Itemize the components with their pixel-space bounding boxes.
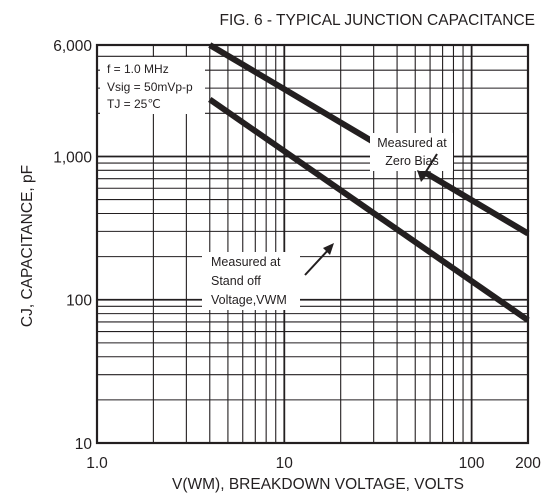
series-lines [208,42,530,323]
x-axis-label: V(WM), BREAKDOWN VOLTAGE, VOLTS [172,476,464,493]
x-tick-labels: 1.0 10 100 200 [86,455,541,472]
annotation-stand-off: Measured at Stand off Voltage,VWM [202,243,334,310]
chart-title: FIG. 6 - TYPICAL JUNCTION CAPACITANCE [220,12,536,29]
annotation-stand-off-arrowhead [323,243,334,255]
annotation-zero-bias-line-2: Zero Bias [385,154,439,168]
conditions-box: f = 1.0 MHz Vsig = 50mVp-p TJ = 25℃ [100,57,205,114]
annotation-stand-off-line-2: Stand off [211,274,261,288]
plot-frame [95,43,530,445]
y-axis-label: CJ, CAPACITANCE, pF [19,165,36,327]
y-tick-label: 6,000 [53,38,92,55]
annotation-stand-off-arrow [304,247,331,276]
condition-signal: Vsig = 50mVp-p [107,80,193,94]
x-tick-label: 10 [276,455,294,472]
annotation-stand-off-background [202,252,300,310]
series-line-stand-off-voltage [208,97,530,323]
y-tick-labels: 10 100 1,000 6,000 [53,38,92,453]
series-line-zero-bias [208,42,530,237]
annotation-zero-bias-background [370,133,453,171]
y-tick-label: 10 [75,436,93,453]
condition-frequency: f = 1.0 MHz [107,62,169,76]
annotation-zero-bias: Measured at Zero Bias [370,133,453,182]
annotation-stand-off-line-3: Voltage,VWM [211,293,287,307]
x-tick-label: 1.0 [86,455,108,472]
condition-temperature: TJ = 25℃ [107,97,161,111]
x-tick-label: 100 [459,455,485,472]
annotation-zero-bias-line-1: Measured at [377,136,447,150]
conditions-box-background [100,57,205,114]
annotation-zero-bias-arrowhead [417,170,428,182]
y-tick-label: 100 [66,293,92,310]
y-tick-label: 1,000 [53,149,92,166]
annotation-stand-off-line-1: Measured at [211,255,281,269]
x-tick-label: 200 [515,455,541,472]
